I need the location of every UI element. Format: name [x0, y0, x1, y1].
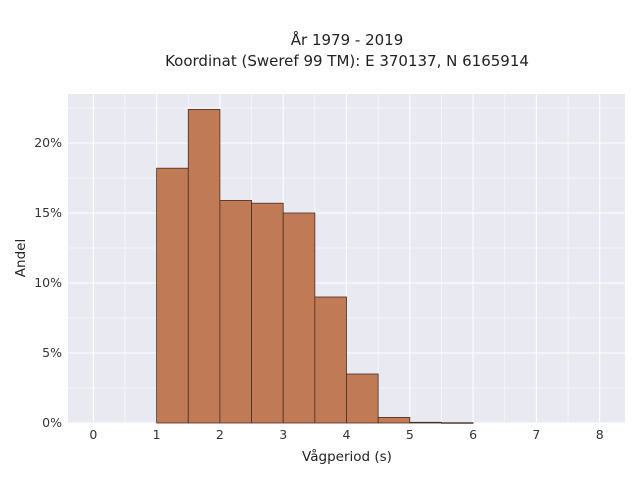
- histogram-bar: [187, 109, 221, 424]
- histogram-bar: [409, 421, 442, 424]
- x-tick-label: 2: [216, 427, 224, 442]
- y-tick-label: 15%: [34, 205, 62, 220]
- x-tick-label: 6: [469, 427, 477, 442]
- x-tick-label: 5: [406, 427, 414, 442]
- chart-title: År 1979 - 2019: [291, 30, 404, 49]
- y-tick-label: 20%: [34, 135, 62, 150]
- y-tick-label: 5%: [42, 345, 62, 360]
- bars-layer: [156, 109, 474, 424]
- chart-subtitle: Koordinat (Sweref 99 TM): E 370137, N 61…: [165, 52, 529, 70]
- x-axis-label: Vågperiod (s): [302, 448, 392, 465]
- histogram-bar: [314, 296, 347, 424]
- x-tick-labels: 0 1 2 3 4 5 6 7 8: [89, 427, 603, 442]
- histogram-bar: [282, 212, 316, 424]
- histogram-bar: [251, 202, 284, 424]
- y-tick-label: 10%: [34, 275, 62, 290]
- x-tick-label: 1: [153, 427, 161, 442]
- histogram-bar: [441, 422, 474, 424]
- histogram-bar: [377, 416, 411, 424]
- x-tick-label: 4: [343, 427, 351, 442]
- histogram-bar: [219, 199, 252, 424]
- x-tick-label: 7: [532, 427, 540, 442]
- histogram-bar: [156, 167, 189, 424]
- histogram-bar: [346, 373, 379, 424]
- x-tick-label: 3: [279, 427, 287, 442]
- y-axis-label: Andel: [13, 239, 29, 277]
- y-tick-labels: 0% 5% 10% 15% 20%: [34, 135, 62, 430]
- x-tick-label: 0: [89, 427, 97, 442]
- y-tick-label: 0%: [42, 415, 62, 430]
- x-tick-label: 8: [596, 427, 604, 442]
